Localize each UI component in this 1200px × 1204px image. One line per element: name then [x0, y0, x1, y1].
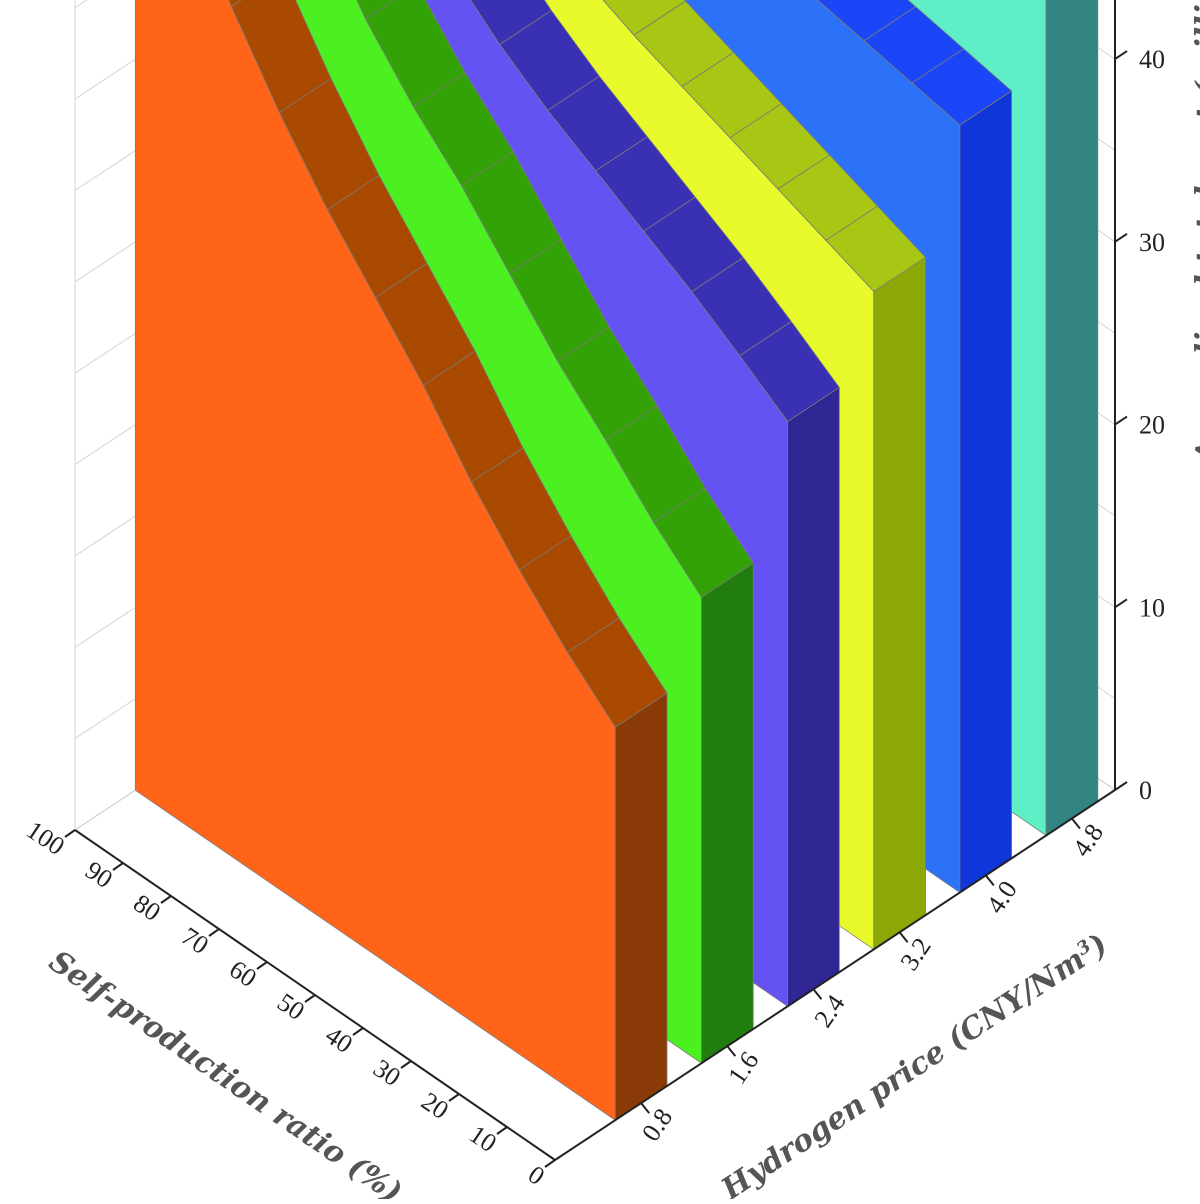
wall-front-face: [134, 0, 616, 1121]
z-tick-label: 10: [1139, 593, 1165, 622]
y-tick-label: 3.2: [895, 933, 937, 976]
x-tick: [448, 1093, 460, 1102]
x-tick-label: 90: [80, 855, 118, 894]
y-tick: [898, 931, 909, 943]
x-tick-label: 70: [176, 921, 214, 960]
y-tick-label: 4.8: [1067, 819, 1109, 862]
x-tick: [400, 1060, 412, 1069]
wall-top-segment: [602, 0, 687, 36]
z-axis-title: Annualized total cost (million): [1190, 0, 1200, 466]
y-axis-line: [554, 789, 1116, 1161]
wall-top-segment: [469, 0, 552, 46]
x-tick-label: 30: [368, 1053, 406, 1092]
z-tick-label: 20: [1139, 411, 1165, 440]
y-tick-label: 1.6: [722, 1046, 764, 1089]
x-tick: [256, 961, 268, 970]
y-tick: [726, 1045, 737, 1057]
y-tick: [812, 988, 823, 1000]
x-tick: [352, 1027, 364, 1036]
series-walls: [134, 0, 1099, 1121]
y-tick-label: 2.4: [808, 989, 850, 1032]
z-tick-label: 40: [1139, 45, 1165, 74]
wall-end-face: [614, 692, 668, 1121]
z-tick: [1114, 415, 1128, 426]
wall-top-segment: [228, 0, 242, 8]
x-tick: [304, 994, 316, 1003]
series-wall-0.8: [134, 0, 668, 1121]
wall-top-segment: [356, 0, 396, 20]
x-tick: [544, 1159, 556, 1168]
x-tick: [160, 895, 172, 904]
y-tick: [984, 874, 995, 887]
x-tick: [64, 829, 76, 838]
y-tick: [640, 1102, 650, 1114]
axes: [64, 0, 1128, 1168]
x-tick: [112, 862, 124, 871]
x-tick-label: 10: [464, 1119, 502, 1158]
wall-end-face: [1045, 0, 1099, 837]
x-tick-label: 0: [523, 1160, 550, 1191]
x-tick-label: 60: [224, 954, 262, 993]
wall-end-face: [787, 386, 840, 1008]
x-tick-label: 20: [416, 1086, 454, 1125]
y-tick-label: 0.8: [636, 1103, 678, 1146]
z-tick: [1114, 781, 1128, 791]
x-tick-label: 40: [320, 1020, 358, 1059]
x-tick-label: 50: [272, 987, 310, 1026]
z-tick-label: 0: [1139, 776, 1152, 805]
wall-end-face: [873, 256, 926, 951]
z-tick: [1114, 50, 1128, 60]
wall-end-face: [701, 562, 754, 1064]
x-tick-label: 80: [128, 888, 166, 927]
y-tick-label: 4.0: [981, 876, 1023, 919]
y-tick: [1071, 817, 1081, 830]
z-tick-label: 30: [1139, 228, 1165, 257]
x-tick-label: 100: [21, 815, 70, 861]
x-axis-title: Self-production ratio (%): [43, 944, 409, 1199]
wall-end-face: [959, 90, 1012, 894]
x-tick: [208, 928, 220, 937]
z-tick: [1114, 232, 1128, 243]
z-tick: [1114, 598, 1128, 609]
x-tick: [496, 1126, 508, 1135]
